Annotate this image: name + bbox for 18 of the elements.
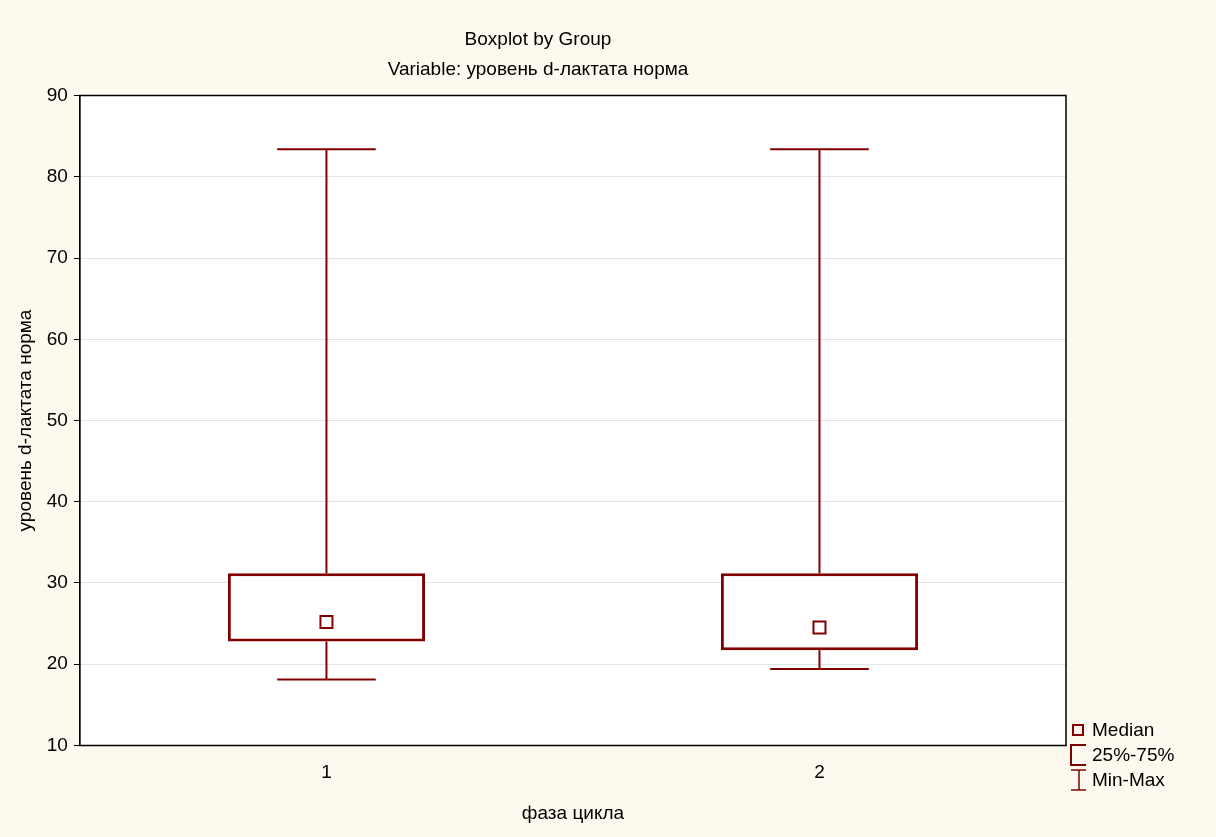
- y-axis-title: уровень d-лактата норма: [13, 309, 35, 532]
- y-tick-label: 90: [46, 83, 68, 105]
- y-tick-label: 20: [46, 652, 68, 674]
- chart-subtitle: Variable: уровень d-лактата норма: [387, 58, 689, 80]
- y-tick-label: 80: [46, 165, 68, 187]
- y-tick-label: 60: [46, 327, 68, 349]
- y-tick-label: 70: [46, 246, 68, 268]
- y-tick-label: 10: [46, 733, 68, 755]
- text: Median: [1092, 718, 1155, 742]
- text: 25%-75%: [1092, 743, 1175, 767]
- text: Min-Max: [1092, 768, 1165, 792]
- x-tick-label: 2: [814, 761, 825, 783]
- y-tick-label: 30: [46, 571, 68, 593]
- x-tick-label: 1: [321, 761, 332, 783]
- y-tick-label: 40: [46, 489, 68, 511]
- chart-title: Boxplot by Group: [464, 27, 612, 49]
- y-tick-label: 50: [46, 408, 68, 430]
- x-axis-title: фаза цикла: [521, 801, 625, 823]
